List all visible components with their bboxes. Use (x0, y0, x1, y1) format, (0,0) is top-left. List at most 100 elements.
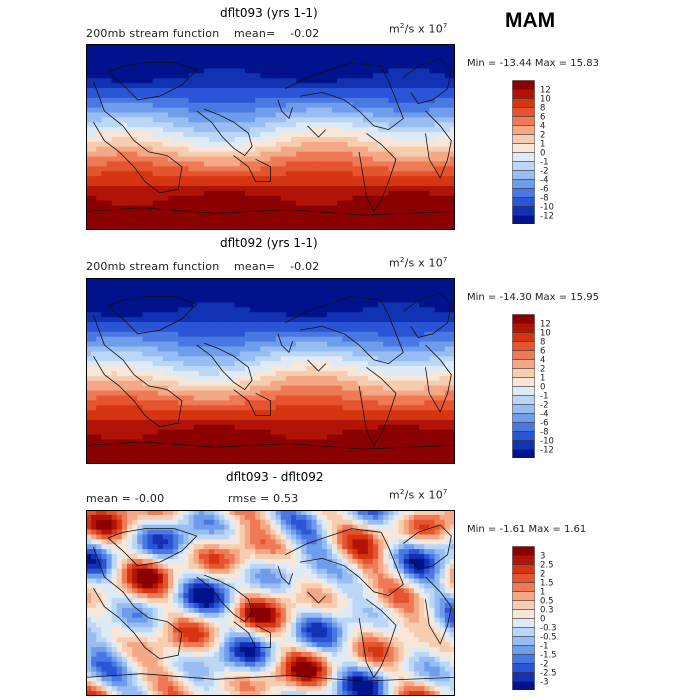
heatmap-cell (408, 331, 415, 338)
heatmap-cell (260, 53, 266, 60)
heatmap-cell (301, 341, 307, 348)
heatmap-cell (403, 200, 410, 207)
heatmap-cell (260, 141, 266, 148)
heatmap-cell (234, 63, 241, 70)
heatmap-cell (244, 415, 251, 421)
heatmap-cell (137, 146, 143, 153)
heatmap-cell (127, 88, 133, 94)
heatmap-cell (414, 166, 420, 172)
heatmap-cell (342, 215, 348, 221)
heatmap-cell (96, 419, 102, 426)
heatmap-cell (444, 405, 451, 411)
heatmap-cell (347, 83, 354, 89)
heatmap-cell (280, 205, 287, 212)
heatmap-cell (203, 97, 210, 104)
heatmap-cell (214, 336, 220, 343)
heatmap-cell (321, 331, 328, 338)
heatmap-cell (429, 88, 436, 94)
heatmap-cell (203, 419, 210, 426)
heatmap-cell (265, 317, 272, 323)
heatmap-cell (378, 78, 384, 84)
heatmap-cell (91, 419, 97, 426)
heatmap-cell (408, 307, 415, 313)
heatmap-cell (162, 375, 169, 382)
heatmap-cell (347, 156, 354, 163)
heatmap-cell (209, 282, 215, 289)
heatmap-cell (214, 371, 220, 377)
heatmap-cell (116, 317, 123, 323)
heatmap-cell (332, 73, 338, 79)
heatmap-cell (326, 331, 333, 338)
heatmap-cell (326, 181, 333, 187)
heatmap-cell (183, 151, 190, 158)
heatmap-cell (347, 53, 354, 60)
heatmap-cell (270, 53, 277, 60)
heatmap-cell (168, 117, 174, 123)
heatmap-cell (378, 190, 384, 197)
heatmap-cell (224, 156, 231, 163)
heatmap-cell (244, 297, 251, 304)
heatmap-cell (250, 385, 256, 392)
heatmap-cell (388, 312, 395, 318)
heatmap-cell (101, 410, 108, 416)
heatmap-cell (347, 181, 354, 187)
heatmap-cell (332, 297, 338, 304)
heatmap-cell (137, 185, 143, 192)
heatmap-cell (157, 317, 164, 323)
heatmap-cell (173, 220, 179, 226)
heatmap-cell (388, 205, 395, 212)
heatmap-cell (449, 122, 455, 128)
heatmap-cell (444, 132, 451, 138)
heatmap-cell (178, 336, 184, 343)
heatmap-cell (96, 166, 102, 172)
heatmap-cell (388, 83, 395, 89)
heatmap-cell (132, 195, 138, 202)
heatmap-cell (378, 331, 384, 338)
heatmap-cell (378, 185, 384, 192)
heatmap-cell (275, 410, 282, 416)
heatmap-cell (301, 127, 307, 133)
heatmap-cell (439, 68, 446, 74)
heatmap-cell (275, 181, 282, 187)
heatmap-cell (403, 331, 410, 338)
heatmap-cell (250, 410, 256, 416)
heatmap-cell (127, 322, 133, 328)
heatmap-cell (449, 371, 455, 377)
heatmap-cell (408, 48, 415, 55)
heatmap-cell (316, 127, 323, 133)
heatmap-cell (429, 122, 436, 128)
heatmap-cell (301, 205, 307, 212)
heatmap-cell (398, 44, 405, 50)
heatmap-cell (162, 137, 169, 143)
heatmap-cell (332, 185, 338, 192)
heatmap-cell (434, 166, 441, 172)
heatmap-cell (449, 225, 455, 230)
heatmap-cell (265, 415, 272, 421)
heatmap-cell (362, 278, 369, 284)
heatmap-cell (106, 292, 113, 299)
heatmap-cell (147, 78, 154, 84)
heatmap-cell (173, 405, 179, 411)
heatmap-cell (332, 346, 338, 353)
heatmap-cell (275, 195, 282, 202)
heatmap-cell (429, 356, 436, 362)
heatmap-cell (250, 161, 256, 167)
heatmap-cell (291, 151, 297, 158)
heatmap-cell (444, 415, 451, 421)
heatmap-cell (214, 302, 220, 308)
heatmap-cell (311, 185, 318, 192)
heatmap-cell (193, 400, 200, 406)
heatmap-cell (214, 146, 220, 153)
heatmap-cell (408, 385, 415, 392)
heatmap-cell (209, 317, 215, 323)
heatmap-cell (362, 44, 369, 50)
heatmap-cell (229, 190, 236, 197)
heatmap-cell (342, 181, 348, 187)
heatmap-cell (398, 166, 405, 172)
heatmap-cell (408, 185, 415, 192)
heatmap-cell (147, 44, 154, 50)
heatmap-cell (321, 53, 328, 60)
coastline (196, 108, 253, 157)
heatmap-cell (280, 83, 287, 89)
heatmap-cell (296, 83, 302, 89)
